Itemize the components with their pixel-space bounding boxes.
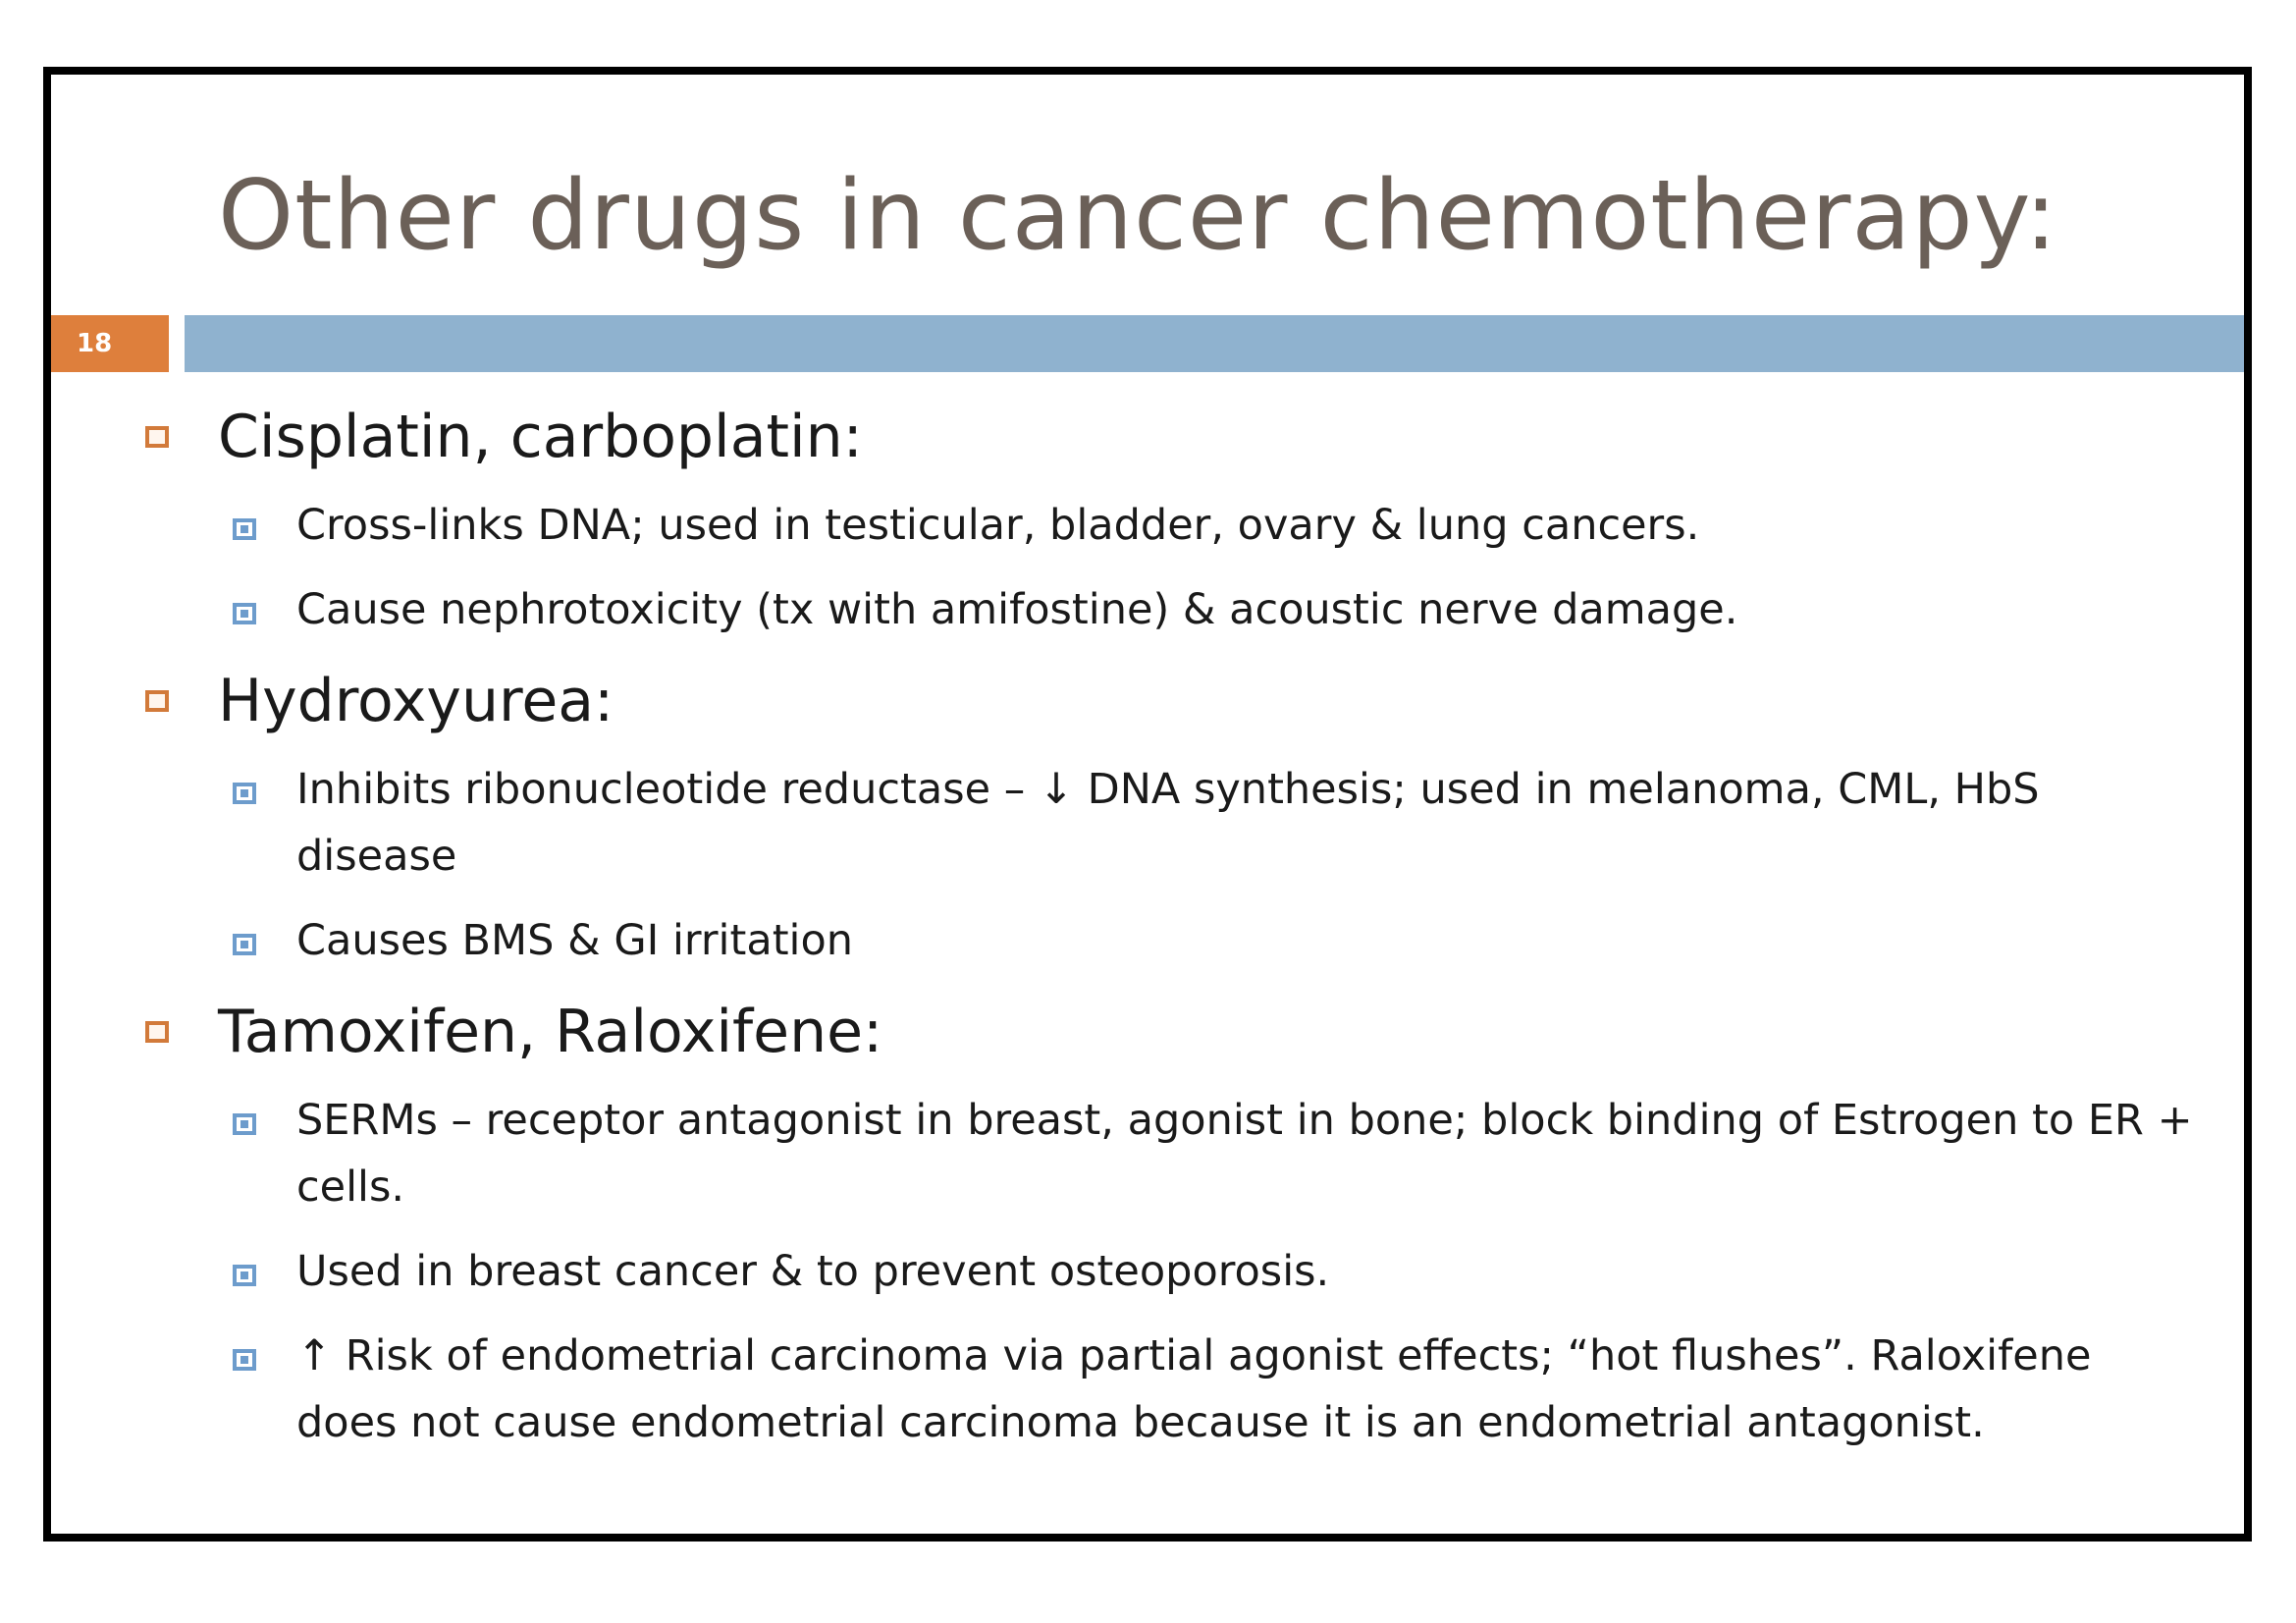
slide-number-badge: 18 bbox=[51, 315, 169, 372]
filled-square-bullet-icon bbox=[233, 1113, 256, 1135]
list-item: Cross-links DNA; used in testicular, bla… bbox=[139, 492, 2201, 559]
list-item-text: ↑ Risk of endometrial carcinoma via part… bbox=[296, 1331, 2092, 1447]
list-item: Used in breast cancer & to prevent osteo… bbox=[139, 1238, 2201, 1305]
slide: Other drugs in cancer chemotherapy: 18 C… bbox=[43, 67, 2252, 1542]
filled-square-bullet-icon bbox=[233, 518, 256, 540]
filled-square-bullet-icon bbox=[233, 603, 256, 624]
section-heading-tamoxifen: Tamoxifen, Raloxifene: bbox=[139, 996, 2201, 1069]
list-item: SERMs – receptor antagonist in breast, a… bbox=[139, 1087, 2201, 1220]
slide-content: Cisplatin, carboplatin: Cross-links DNA;… bbox=[139, 401, 2201, 1456]
section-heading-cisplatin: Cisplatin, carboplatin: bbox=[139, 401, 2201, 474]
title-underline-bar bbox=[185, 315, 2244, 372]
list-item-text: Used in breast cancer & to prevent osteo… bbox=[296, 1247, 1330, 1296]
list-item-text: Inhibits ribonucleotide reductase – ↓ DN… bbox=[296, 765, 2040, 881]
hollow-square-bullet-icon bbox=[145, 1021, 169, 1043]
filled-square-bullet-icon bbox=[233, 1265, 256, 1286]
list-item: Inhibits ribonucleotide reductase – ↓ DN… bbox=[139, 756, 2201, 890]
filled-square-bullet-icon bbox=[233, 934, 256, 955]
list-item: Cause nephrotoxicity (tx with amifostine… bbox=[139, 576, 2201, 643]
slide-title: Other drugs in cancer chemotherapy: bbox=[218, 160, 2058, 272]
section-heading-text: Hydroxyurea: bbox=[218, 667, 614, 735]
list-item: ↑ Risk of endometrial carcinoma via part… bbox=[139, 1323, 2201, 1456]
section-heading-text: Cisplatin, carboplatin: bbox=[218, 403, 863, 471]
list-item-text: Causes BMS & GI irritation bbox=[296, 916, 854, 965]
hollow-square-bullet-icon bbox=[145, 426, 169, 448]
section-heading-hydroxyurea: Hydroxyurea: bbox=[139, 665, 2201, 738]
list-item: Causes BMS & GI irritation bbox=[139, 907, 2201, 974]
filled-square-bullet-icon bbox=[233, 783, 256, 804]
list-item-text: Cause nephrotoxicity (tx with amifostine… bbox=[296, 585, 1738, 634]
section-heading-text: Tamoxifen, Raloxifene: bbox=[218, 998, 883, 1066]
list-item-text: SERMs – receptor antagonist in breast, a… bbox=[296, 1096, 2193, 1212]
hollow-square-bullet-icon bbox=[145, 690, 169, 712]
list-item-text: Cross-links DNA; used in testicular, bla… bbox=[296, 501, 1700, 550]
filled-square-bullet-icon bbox=[233, 1349, 256, 1371]
